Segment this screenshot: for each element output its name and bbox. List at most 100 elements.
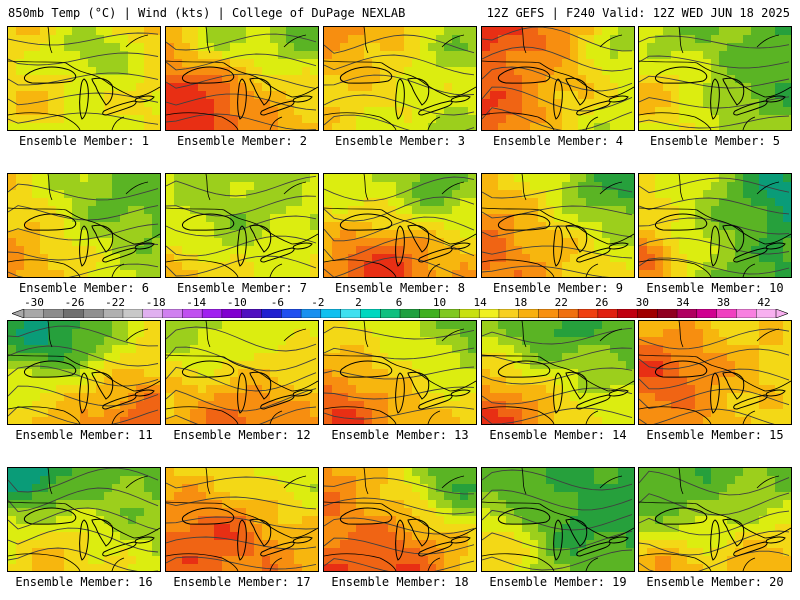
temp-cell xyxy=(703,182,712,191)
temp-cell xyxy=(278,262,287,271)
temp-cell xyxy=(388,123,397,130)
temp-cell xyxy=(759,385,768,394)
temp-cell xyxy=(412,329,421,338)
temp-cell xyxy=(428,190,437,199)
temp-cell xyxy=(460,548,469,557)
temp-cell xyxy=(380,516,389,525)
temp-cell xyxy=(206,214,215,223)
temp-cell xyxy=(206,500,215,509)
temp-cell xyxy=(80,492,89,501)
temp-cell xyxy=(586,321,595,330)
temp-cell xyxy=(412,35,421,44)
temp-cell xyxy=(639,59,648,68)
temp-cell xyxy=(302,337,311,346)
temp-cell xyxy=(72,468,81,477)
great-lake-outline xyxy=(260,394,295,410)
state-border xyxy=(756,181,780,195)
temp-cell xyxy=(144,556,153,565)
temp-cell xyxy=(198,329,207,338)
temp-cell xyxy=(356,59,365,68)
temp-cell xyxy=(727,409,736,418)
temp-cell xyxy=(498,385,507,394)
state-border xyxy=(125,34,149,48)
temp-cell xyxy=(490,238,499,247)
temp-cell xyxy=(380,67,389,76)
temp-cell xyxy=(404,123,413,130)
temp-cell xyxy=(88,174,97,183)
temperature-map xyxy=(482,174,634,277)
temp-cell xyxy=(152,540,160,549)
temp-cell xyxy=(735,254,744,263)
temp-cell xyxy=(294,532,303,541)
temp-cell xyxy=(16,59,25,68)
temp-cell xyxy=(602,91,611,100)
temp-cell xyxy=(498,43,507,52)
temp-cell xyxy=(436,329,445,338)
temp-cell xyxy=(80,43,89,52)
temp-cell xyxy=(286,35,295,44)
temp-cell xyxy=(490,246,499,255)
temp-cell xyxy=(626,476,634,485)
temp-cell xyxy=(396,206,405,215)
temp-cell xyxy=(490,107,499,116)
temp-cell xyxy=(586,75,595,84)
temp-cell xyxy=(356,198,365,207)
state-border xyxy=(125,475,149,489)
temp-cell xyxy=(783,238,791,247)
temp-cell xyxy=(490,508,499,517)
temp-cell xyxy=(420,369,429,378)
temp-cell xyxy=(40,35,49,44)
temp-cell xyxy=(310,548,318,557)
temp-cell xyxy=(420,500,429,509)
temp-cell xyxy=(190,548,199,557)
temp-cell xyxy=(412,230,421,239)
temp-cell xyxy=(380,99,389,108)
temp-cell xyxy=(618,337,627,346)
temp-cell xyxy=(538,532,547,541)
temp-cell xyxy=(302,508,311,517)
temp-cell xyxy=(190,238,199,247)
temp-cell xyxy=(546,190,555,199)
temp-cell xyxy=(428,262,437,271)
temp-cell xyxy=(302,174,311,183)
temp-cell xyxy=(144,476,153,485)
temp-cell xyxy=(310,401,318,410)
temp-cell xyxy=(230,564,239,571)
temp-cell xyxy=(64,83,73,92)
temp-cell xyxy=(16,516,25,525)
temp-cell xyxy=(56,83,65,92)
temp-cell xyxy=(40,115,49,124)
temp-cell xyxy=(783,409,791,418)
temp-cell xyxy=(647,115,656,124)
state-border xyxy=(8,60,160,98)
temp-cell xyxy=(8,59,17,68)
temp-cell xyxy=(452,59,461,68)
temp-cell xyxy=(302,548,311,557)
temp-cell xyxy=(578,417,587,424)
temp-cell xyxy=(286,270,295,277)
temp-cell xyxy=(546,262,555,271)
temp-cell xyxy=(262,532,271,541)
temp-cell xyxy=(152,123,160,130)
temp-cell xyxy=(639,107,648,116)
temp-cell xyxy=(490,337,499,346)
temp-cell xyxy=(332,524,341,533)
temp-cell xyxy=(586,83,595,92)
temp-cell xyxy=(128,214,137,223)
temp-cell xyxy=(380,27,389,36)
temp-cell xyxy=(404,417,413,424)
temp-cell xyxy=(679,369,688,378)
temp-cell xyxy=(190,174,199,183)
temp-cell xyxy=(420,190,429,199)
temp-cell xyxy=(783,401,791,410)
temp-cell xyxy=(468,500,476,509)
temp-cell xyxy=(72,174,81,183)
temp-cell xyxy=(88,409,97,418)
temp-cell xyxy=(655,270,664,277)
temp-cell xyxy=(783,59,791,68)
temp-cell xyxy=(324,206,333,215)
temp-cell xyxy=(396,35,405,44)
temp-cell xyxy=(412,548,421,557)
temp-cell xyxy=(594,385,603,394)
temp-cell xyxy=(40,43,49,52)
